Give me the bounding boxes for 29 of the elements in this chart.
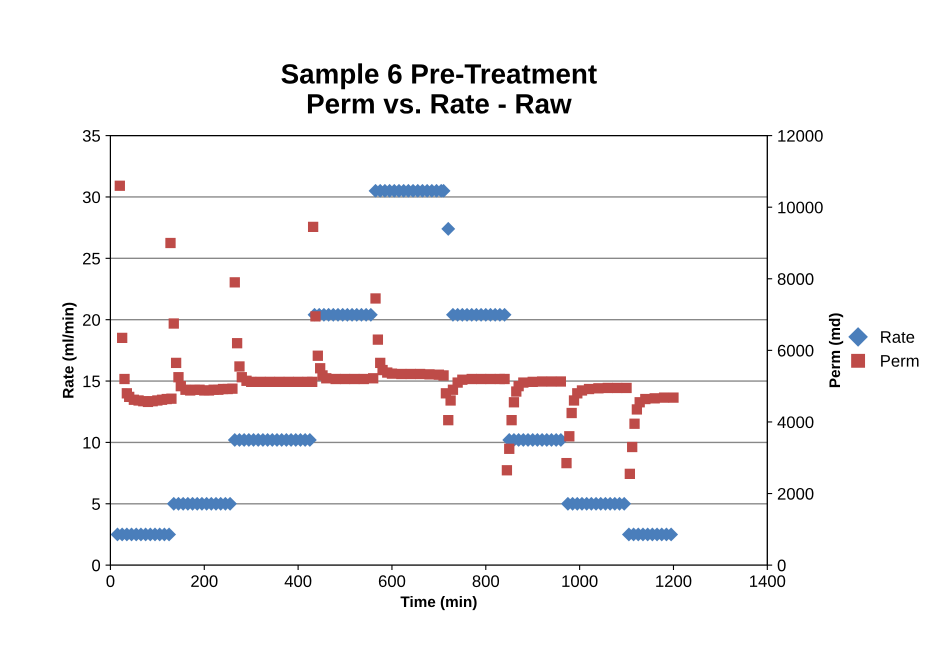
legend-label: Perm xyxy=(881,355,918,367)
legend-label: Rate xyxy=(881,331,914,343)
y2-tick-label: 0 xyxy=(778,560,786,572)
y2-tick-label: 10000 xyxy=(778,202,823,214)
y2-axis-title: Perm (md) xyxy=(828,313,844,388)
y-tick-label: 25 xyxy=(83,252,100,265)
x-tick-label: 600 xyxy=(378,575,406,588)
x-tick-label: 800 xyxy=(472,575,500,588)
x-tick-label: 0 xyxy=(106,575,114,588)
y2-tick-label: 4000 xyxy=(777,416,814,428)
x-axis-title: Time (min) xyxy=(400,596,477,610)
y-tick-label: 15 xyxy=(83,376,100,388)
y-tick-label: 10 xyxy=(83,436,100,449)
y-axis-title: Rate (ml/min) xyxy=(62,302,77,398)
y-tick-label: 5 xyxy=(92,498,100,510)
x-tick-label: 1200 xyxy=(656,575,692,588)
chart-title: Sample 6 Pre-Treatment Perm vs. Rate - Raw xyxy=(281,63,597,114)
y2-tick-label: 8000 xyxy=(778,273,814,285)
y2-tick-label: 6000 xyxy=(778,344,814,357)
y2-tick-label: 12000 xyxy=(778,130,823,142)
y-tick-label: 0 xyxy=(92,560,100,572)
y-tick-label: 35 xyxy=(82,130,100,142)
y2-tick-label: 2000 xyxy=(778,488,814,500)
y-tick-label: 30 xyxy=(82,191,100,204)
x-tick-label: 200 xyxy=(191,575,218,588)
x-tick-label: 1000 xyxy=(562,575,598,588)
x-tick-label: 1400 xyxy=(750,575,786,588)
y-tick-label: 20 xyxy=(83,314,100,326)
x-tick-label: 400 xyxy=(284,575,312,588)
